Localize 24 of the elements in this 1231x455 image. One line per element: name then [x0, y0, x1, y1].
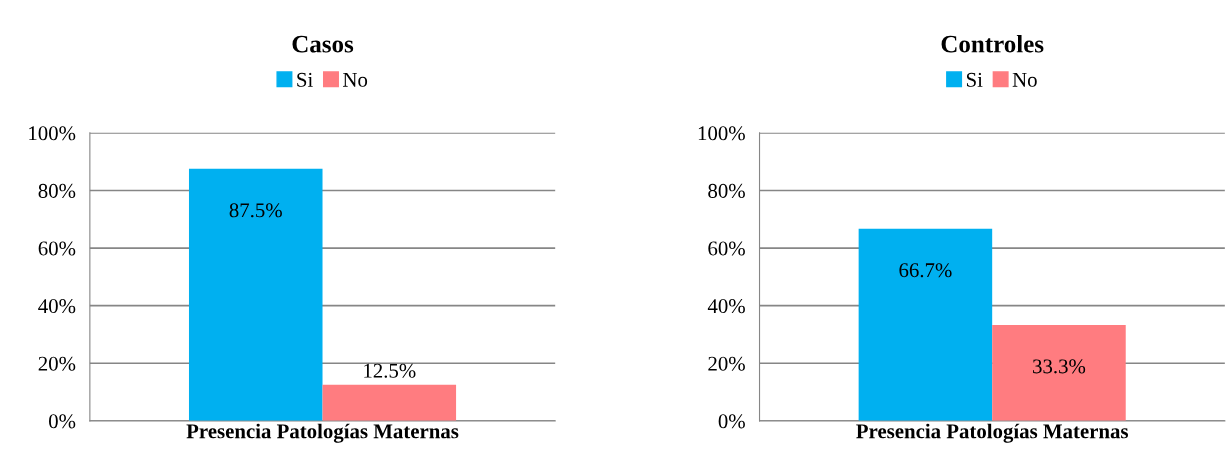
legend-label: Si — [966, 72, 983, 87]
data-label: 66.7% — [899, 263, 952, 278]
legend-label: No — [1012, 72, 1037, 87]
y-tick-label: 20% — [38, 356, 76, 371]
y-tick-label: 80% — [38, 183, 76, 198]
y-tick-label: 60% — [38, 241, 76, 256]
y-tick-label: 100% — [698, 126, 745, 141]
chart-title: Casos — [292, 35, 354, 53]
y-tick-label: 40% — [707, 299, 745, 314]
legend-label: Si — [297, 72, 313, 87]
chart-title: Controles — [941, 34, 1044, 53]
y-tick-label: 20% — [708, 356, 745, 371]
y-tick-label: 100% — [29, 126, 76, 141]
y-tick-label: 0% — [49, 414, 76, 429]
y-tick-label: 60% — [708, 241, 745, 256]
x-tick-label: Presencia Patologías Maternas — [856, 423, 1129, 443]
data-label: 12.5% — [364, 363, 416, 378]
data-label: 87.5% — [229, 203, 282, 218]
legend-label: No — [343, 72, 368, 87]
y-tick-label: 0% — [718, 414, 745, 429]
data-label: 33.3% — [1033, 359, 1086, 374]
y-tick-label: 40% — [38, 299, 76, 314]
x-tick-label: Presencia Patologías Maternas — [186, 423, 459, 443]
y-tick-label: 80% — [708, 183, 745, 198]
